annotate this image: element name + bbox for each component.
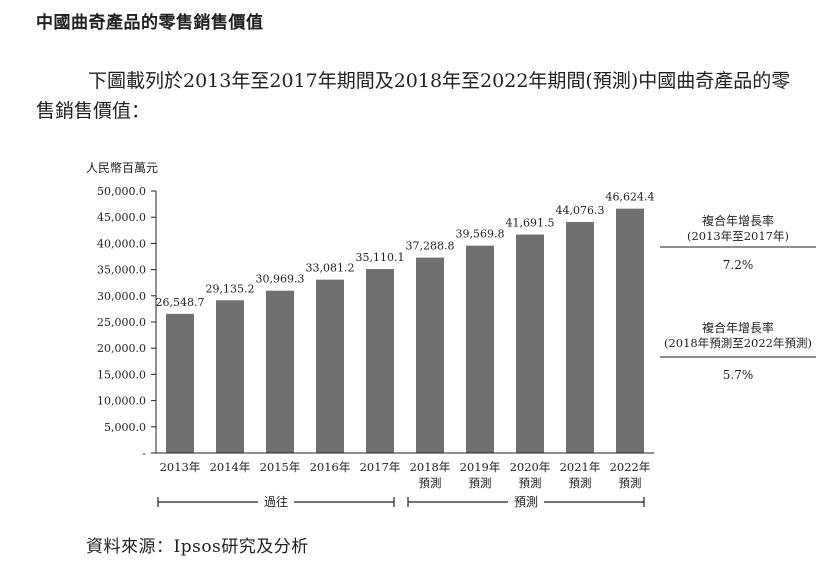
x-tick-label: 2018年 [410,460,451,474]
x-tick-label: 2019年 [460,460,501,474]
cagr-value: 5.7% [723,368,754,382]
bar-value-label: 29,135.2 [206,282,255,295]
y-axis-unit-label: 人民幣百萬元 [86,161,158,175]
bar-value-label: 26,548.7 [156,296,205,309]
y-axis: - 5,000.0 10,000.0 15,000.0 20,000.0 25,000.0… [97,185,157,460]
bar [166,313,194,453]
y-tick-label: 20,000.0 [97,342,146,355]
bar-value-label: 39,569.8 [456,228,505,241]
source-note: 資料來源：Ipsos研究及分析 [86,537,309,557]
x-tick-label: 2014年 [210,460,251,474]
cagr-range: (2013年至2017年) [687,229,789,243]
bar-value-label: 46,624.4 [606,191,655,204]
x-tick-sublabel: 預測 [469,476,492,490]
bar-value-label: 33,081.2 [306,262,355,275]
y-tick-label: 15,000.0 [97,368,146,381]
bar [416,257,444,453]
y-tick-label: 25,000.0 [97,316,146,329]
bar-value-label: 35,110.1 [356,251,405,264]
bar [516,234,544,453]
bar [466,245,494,453]
bar [616,208,644,453]
x-tick-sublabel: 預測 [519,476,542,490]
x-tick-label: 2016年 [310,460,351,474]
period-brackets: 過往 預測 [157,494,645,509]
section-heading: 中國曲奇產品的零售銷售價值 [36,13,264,33]
y-tick-label: 50,000.0 [97,185,146,198]
bar-value-label: 44,076.3 [556,204,605,217]
x-tick-sublabel: 預測 [619,476,642,490]
cagr-range: (2018年預測至2022年預測) [664,336,812,350]
y-tick-label: - [142,447,146,460]
y-tick-label: 30,000.0 [97,290,146,303]
bar [566,222,594,453]
bar [316,279,344,453]
x-tick-label: 2021年 [560,460,601,474]
cagr-value: 7.2% [723,258,754,272]
y-tick-label: 10,000.0 [97,395,146,408]
bar-value-label: 41,691.5 [506,217,555,230]
bar-value-label: 30,969.3 [256,273,305,286]
y-tick-label: 40,000.0 [97,237,146,250]
x-tick-label: 2017年 [360,460,401,474]
cagr-title: 複合年增長率 [702,213,774,228]
bar [216,300,244,453]
y-tick-label: 45,000.0 [97,211,146,224]
x-tick-label: 2013年 [160,460,201,474]
intro-paragraph: 下圖載列於2013年至2017年期間及2018年至2022年期間(預測)中國曲奇… [36,66,806,126]
cagr-panel: 複合年增長率(2013年至2017年)7.2%複合年增長率(2018年預測至20… [660,213,816,382]
x-tick-label: 2022年 [610,460,651,474]
x-tick-label: 2020年 [510,460,551,474]
x-tick-sublabel: 預測 [419,476,442,490]
intro-text: 下圖載列於2013年至2017年期間及2018年至2022年期間(預測)中國曲奇… [36,70,791,122]
bar [266,290,294,453]
bars: 26,548.729,135.230,969.333,081.235,110.1… [156,191,655,453]
y-tick-label: 5,000.0 [104,421,146,434]
x-tick-label: 2015年 [260,460,301,474]
x-tick-sublabel: 預測 [569,476,592,490]
y-tick-label: 35,000.0 [97,264,146,277]
period-label: 預測 [514,495,538,509]
cagr-title: 複合年增長率 [702,320,774,335]
bar [366,269,394,453]
bar-value-label: 37,288.8 [406,240,455,253]
period-label: 過往 [264,494,288,509]
